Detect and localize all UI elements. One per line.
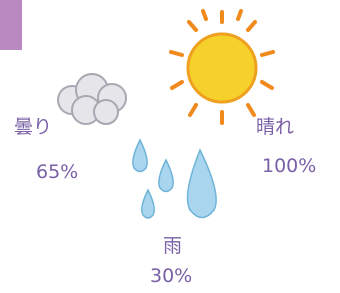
rain-icon [133,140,216,218]
corner-tab [0,0,22,50]
label: 晴れ [256,116,294,138]
label: 雨 [163,235,182,257]
value: 65% [36,161,78,183]
page: 曇り 65% 晴れ 100% 雨 30% (() => { const data… [0,0,340,293]
cloud-icon [58,74,126,124]
label: 曇り [14,116,52,138]
illustration: 曇り 65% 晴れ 100% 雨 30% [0,0,340,293]
value: 100% [262,155,316,177]
value: 30% [150,265,192,287]
sun-body [188,34,256,102]
